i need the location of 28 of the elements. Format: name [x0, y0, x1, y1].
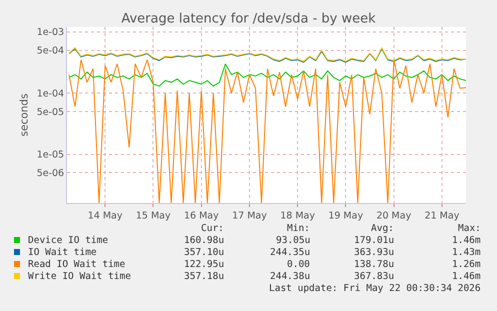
x-tick-label: 16 May	[184, 210, 220, 222]
legend-label: Device IO time	[28, 235, 108, 246]
legend-label: Write IO Wait time	[28, 271, 132, 282]
y-tick-label: 5e-04	[36, 46, 64, 57]
y-tick-label: 5e-05	[36, 106, 64, 118]
x-tick-label: 18 May	[280, 210, 316, 222]
text: Cur: Min: Avg: Max:	[201, 223, 481, 234]
x-tick-label: 19 May	[328, 210, 364, 222]
x-tick-label: 17 May	[232, 210, 268, 222]
x-tick-label: 21 May	[424, 210, 460, 222]
line-series	[68, 63, 466, 87]
line-series	[68, 59, 466, 203]
text: 122.95u 0.00 138.78u 1.26m	[184, 259, 481, 270]
text: 160.98u 93.05u 179.01u 1.46m	[184, 235, 481, 246]
legend-label: IO Wait time	[28, 247, 97, 258]
text: 357.18u 244.38u 367.83u 1.46m	[184, 271, 481, 282]
legend-label: Read IO Wait time	[28, 259, 126, 270]
text: 357.10u 244.35u 363.93u 1.43m	[184, 247, 481, 258]
x-tick-label: 14 May	[88, 210, 123, 222]
y-axis-title: seconds	[18, 94, 31, 136]
y-tick-label: 1e-03	[36, 27, 64, 38]
y-tick-label: 1e-05	[36, 150, 64, 161]
y-tick-label: 5e-06	[36, 168, 64, 180]
x-tick-label: 20 May	[376, 210, 412, 222]
text: Last update: Fri May 22 00:30:34 2026	[269, 283, 481, 294]
y-tick-label: 1e-04	[36, 88, 64, 100]
chart-title: Average latency for /dev/sda - by week	[121, 12, 376, 27]
x-tick-label: 15 May	[136, 210, 171, 222]
